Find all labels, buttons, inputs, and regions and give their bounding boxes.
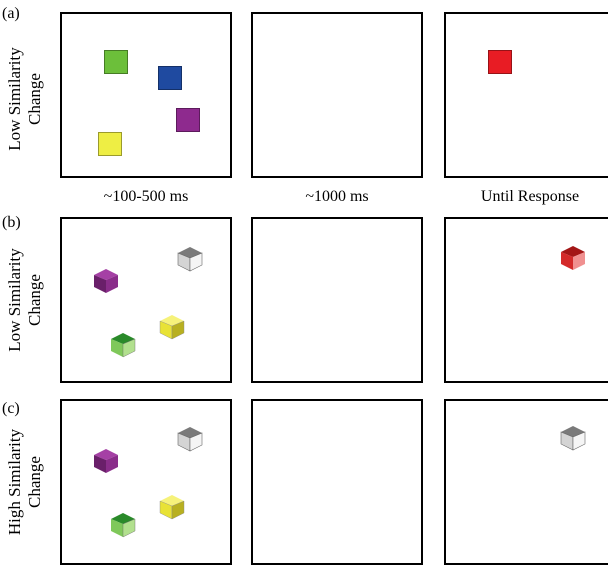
side-label-a-line1: Low Similarity xyxy=(5,47,24,151)
side-label-c: High Similarity Change xyxy=(5,412,49,552)
frame-a-test xyxy=(444,12,608,178)
frame-a-encoding xyxy=(60,12,232,178)
purple-cube xyxy=(91,447,121,475)
green-square xyxy=(104,50,128,74)
panel-label-c: (c) xyxy=(2,400,20,417)
yellow-cube xyxy=(157,313,187,341)
timing-response: Until Response xyxy=(480,188,580,205)
side-label-a-line2: Change xyxy=(25,73,44,125)
purple-cube xyxy=(91,267,121,295)
frame-c-encoding xyxy=(60,399,232,565)
side-label-b-line2: Change xyxy=(25,274,44,326)
green-cube xyxy=(108,511,138,539)
frame-b-test xyxy=(444,217,608,383)
gray-cube xyxy=(175,425,205,453)
side-label-b-line1: Low Similarity xyxy=(5,248,24,352)
panel-label-a: (a) xyxy=(2,5,20,22)
side-label-b: Low Similarity Change xyxy=(5,230,49,370)
yellow-cube xyxy=(157,493,187,521)
side-label-a: Low Similarity Change xyxy=(5,29,49,169)
gray-cube-test xyxy=(558,424,588,452)
blue-square xyxy=(158,66,182,90)
red-cube xyxy=(558,244,588,272)
frame-c-delay xyxy=(251,399,423,565)
frame-a-delay xyxy=(251,12,423,178)
green-cube xyxy=(108,331,138,359)
timing-delay: ~1000 ms xyxy=(305,188,369,205)
purple-square xyxy=(176,108,200,132)
timing-encoding: ~100-500 ms xyxy=(103,188,189,205)
frame-b-encoding xyxy=(60,217,232,383)
side-label-c-line2: Change xyxy=(25,456,44,508)
side-label-c-line1: High Similarity xyxy=(5,428,24,536)
frame-c-test xyxy=(444,399,608,565)
yellow-square xyxy=(98,132,122,156)
frame-b-delay xyxy=(251,217,423,383)
red-square xyxy=(488,50,512,74)
gray-cube xyxy=(175,245,205,273)
panel-label-b: (b) xyxy=(2,214,21,231)
